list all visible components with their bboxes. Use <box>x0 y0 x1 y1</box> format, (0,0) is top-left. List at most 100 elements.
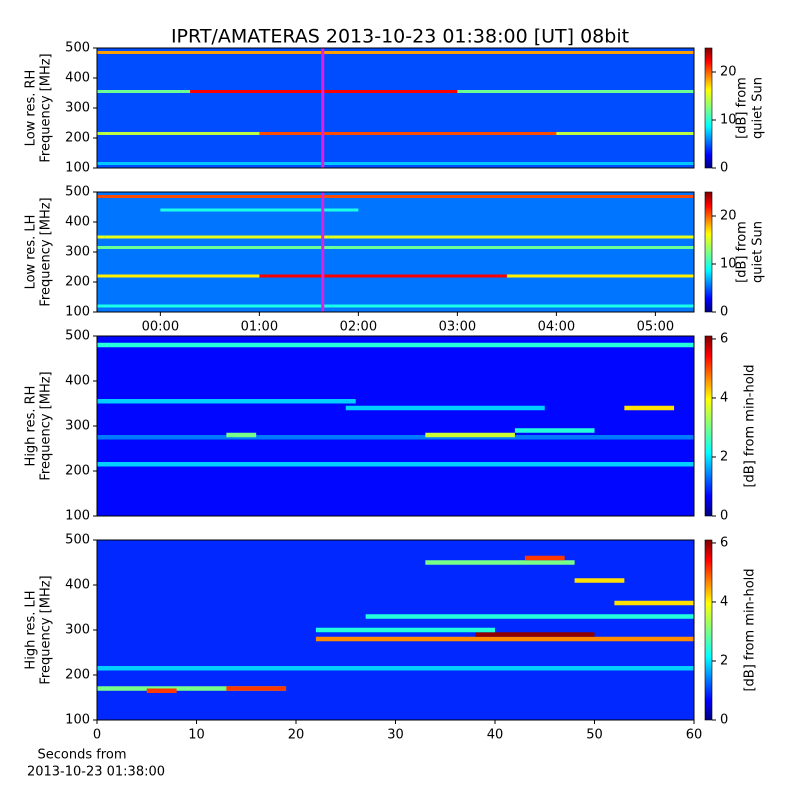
figure-title: IPRT/AMATERAS 2013-10-23 01:38:00 [UT] 0… <box>171 26 629 48</box>
y-tick-label: 200 <box>65 275 90 290</box>
y-tick-label: 100 <box>65 305 90 320</box>
colorbar-tick-label: 4 <box>720 594 728 609</box>
colorbar-label: quiet Sun <box>751 77 766 139</box>
y-tick-label: 100 <box>65 509 90 524</box>
y-axis-label: Frequency [MHz] <box>39 197 54 306</box>
x-tick-label: 04:00 <box>538 320 575 335</box>
heatmap-feature <box>160 208 359 212</box>
y-tick-label: 500 <box>65 185 90 200</box>
y-tick-label: 500 <box>65 329 90 344</box>
x-tick-label: 10 <box>188 728 205 743</box>
y-axis-label: Frequency [MHz] <box>39 53 54 162</box>
heatmap-background <box>97 192 694 312</box>
heatmap-feature <box>97 435 694 440</box>
x-tick-label: 02:00 <box>340 320 377 335</box>
x-tick-label: 05:00 <box>637 320 674 335</box>
heatmap-feature <box>475 632 595 637</box>
colorbar-tick-label: 2 <box>720 449 728 464</box>
heatmap-feature <box>97 666 694 671</box>
heatmap-feature <box>97 304 694 308</box>
colorbar-label: [dB] from min-hold <box>743 364 758 487</box>
x-label: Seconds from <box>37 748 126 763</box>
y-axis-label: Low res. RH <box>24 70 39 147</box>
heatmap-feature <box>524 555 565 561</box>
colorbar-tick-label: 10 <box>720 113 737 128</box>
heatmap-feature <box>425 432 515 438</box>
y-tick-label: 500 <box>65 41 90 56</box>
colorbar-tick-label: 2 <box>720 653 728 668</box>
heatmap-feature <box>574 578 625 583</box>
colorbar-label: [dB] from <box>735 77 750 139</box>
y-tick-label: 400 <box>65 578 90 593</box>
heatmap-feature <box>97 195 694 198</box>
colorbar-tick-label: 6 <box>720 535 728 550</box>
x-tick-label: 50 <box>586 728 603 743</box>
y-tick-label: 300 <box>65 623 90 638</box>
y-tick-label: 100 <box>65 713 90 728</box>
colorbar-tick-label: 0 <box>720 305 728 320</box>
y-axis-label: High res. LH <box>24 590 39 669</box>
x-tick-label: 40 <box>487 728 504 743</box>
colorbar-tick-label: 0 <box>720 509 728 524</box>
heatmap-feature <box>226 432 257 438</box>
x-label: 2013-10-23 01:38:00 <box>27 765 165 780</box>
y-axis-label: Frequency [MHz] <box>39 371 54 480</box>
y-axis-label: Frequency [MHz] <box>39 575 54 684</box>
colorbar-label: [dB] from min-hold <box>743 568 758 691</box>
colorbar-tick-label: 6 <box>720 331 728 346</box>
y-tick-label: 100 <box>65 161 90 176</box>
x-tick-label: 03:00 <box>439 320 476 335</box>
colorbar <box>704 47 713 169</box>
heatmap-background <box>97 336 694 516</box>
y-tick-label: 400 <box>65 374 90 389</box>
colorbar-tick-label: 20 <box>720 65 737 80</box>
heatmap-feature <box>97 235 694 239</box>
heatmap-background <box>97 48 694 168</box>
heatmap-feature <box>97 162 694 165</box>
y-tick-label: 200 <box>65 464 90 479</box>
x-tick-label: 60 <box>686 728 703 743</box>
heatmap-feature <box>97 342 694 348</box>
y-tick-label: 200 <box>65 131 90 146</box>
heatmap-feature <box>315 627 495 633</box>
y-tick-label: 400 <box>65 215 90 230</box>
heatmap-feature <box>259 132 557 135</box>
y-axis-label: Low res. LH <box>24 215 39 290</box>
heatmap-feature <box>97 686 287 691</box>
colorbar <box>704 191 713 313</box>
heatmap-feature <box>226 686 287 691</box>
heatmap-feature <box>315 636 694 642</box>
heatmap-feature <box>345 405 545 411</box>
y-axis-label: High res. RH <box>24 386 39 467</box>
y-tick-label: 500 <box>65 533 90 548</box>
heatmap-feature <box>425 560 575 565</box>
heatmap-feature <box>624 405 675 411</box>
heatmap-feature <box>146 688 177 693</box>
colorbar-tick-label: 20 <box>720 209 737 224</box>
x-tick-label: 0 <box>93 728 101 743</box>
heatmap-feature <box>97 246 694 249</box>
colorbar-label: quiet Sun <box>751 221 766 283</box>
colorbar <box>704 539 713 721</box>
heatmap-feature <box>514 428 595 433</box>
y-tick-label: 300 <box>65 419 90 434</box>
colorbar-tick-label: 0 <box>720 713 728 728</box>
y-tick-label: 200 <box>65 668 90 683</box>
x-tick-label: 00:00 <box>142 320 179 335</box>
heatmap-feature <box>614 600 694 606</box>
colorbar-tick-label: 4 <box>720 390 728 405</box>
heatmap-feature <box>97 399 356 404</box>
heatmap-feature <box>259 274 507 278</box>
heatmap-feature <box>365 614 694 619</box>
colorbar-label: [dB] from <box>735 221 750 283</box>
heatmap-feature <box>97 51 694 54</box>
y-tick-label: 300 <box>65 101 90 116</box>
x-tick-label: 20 <box>288 728 305 743</box>
colorbar <box>704 335 713 517</box>
y-tick-label: 400 <box>65 71 90 86</box>
x-tick-label: 30 <box>387 728 404 743</box>
y-tick-label: 300 <box>65 245 90 260</box>
heatmap-feature <box>97 462 694 467</box>
colorbar-tick-label: 10 <box>720 257 737 272</box>
